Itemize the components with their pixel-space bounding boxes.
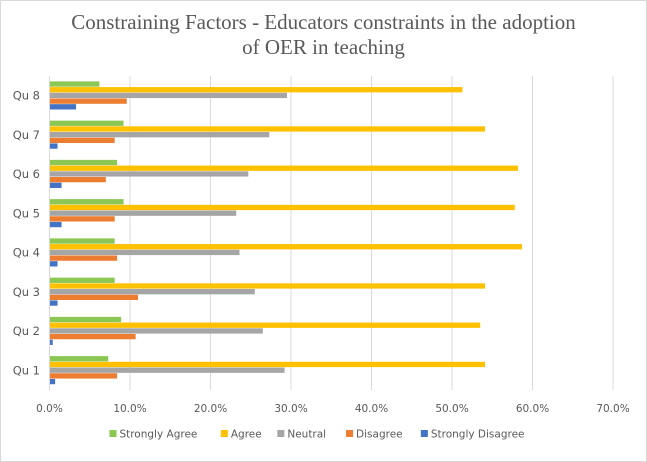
bar-strongly-agree — [49, 199, 124, 205]
bar-neutral — [49, 249, 240, 256]
legend-label: Agree — [231, 429, 262, 441]
x-tick-labels: 0.0% 10.0% 20.0% 30.0% 40.0% 50.0% 60.0% 70.0% — [36, 403, 630, 415]
category-label: Qu 4 — [13, 246, 40, 260]
bar-strongly-agree — [49, 277, 115, 283]
x-tick-label: 0.0% — [36, 403, 63, 415]
bar-agree — [49, 126, 486, 132]
bar-disagree — [49, 98, 127, 104]
bar-strongly-agree — [49, 316, 122, 323]
bar-disagree — [49, 333, 136, 340]
bar-strongly-agree — [49, 81, 100, 87]
bar-disagree — [49, 216, 115, 222]
bar-neutral — [49, 92, 287, 99]
bar-strongly-disagree — [49, 182, 62, 188]
bar-strongly-agree — [49, 356, 109, 362]
category-label: Qu 6 — [13, 167, 40, 181]
bar-agree — [49, 87, 463, 93]
legend-label: Neutral — [287, 429, 326, 441]
legend-item-strongly-agree: Strongly Agree — [109, 429, 197, 441]
x-tick-label: 50.0% — [435, 403, 468, 415]
bar-disagree — [49, 373, 118, 379]
bar-strongly-disagree — [49, 378, 56, 385]
x-tick-label: 70.0% — [596, 403, 629, 415]
legend-label: Strongly Agree — [119, 429, 197, 441]
legend-swatch — [420, 430, 428, 437]
x-tick-label: 60.0% — [516, 403, 549, 415]
category-label: Qu 2 — [13, 324, 40, 338]
bar-strongly-disagree — [49, 221, 62, 228]
legend-label: Strongly Disagree — [431, 429, 525, 441]
legend-item-agree: Agree — [220, 429, 262, 441]
bar-disagree — [49, 255, 118, 261]
bar-strongly-disagree — [49, 300, 58, 306]
legend-swatch — [277, 430, 285, 437]
legend: Strongly Agree Agree Neutral Disagree Strong… — [109, 429, 525, 441]
bar-disagree — [49, 294, 139, 301]
legend-swatch — [220, 430, 228, 437]
bar-strongly-disagree — [49, 261, 58, 267]
legend-item-strongly-disagree: Strongly Disagree — [420, 429, 525, 441]
bar-neutral — [49, 132, 270, 138]
bar-neutral — [49, 210, 237, 216]
category-label: Qu 1 — [13, 363, 40, 377]
bar-agree — [49, 165, 519, 171]
bar-neutral — [49, 289, 255, 295]
bar-strongly-agree — [49, 159, 118, 166]
x-tick-label: 40.0% — [355, 403, 388, 415]
category-labels: Qu 1 Qu 2 Qu 3 Qu 4 Qu 5 Qu 6 Qu 7 Qu 8 — [13, 89, 40, 378]
bar-agree — [49, 244, 523, 250]
chart-title-line-1: Constraining Factors - Educators constra… — [71, 10, 576, 34]
bar-neutral — [49, 367, 285, 373]
bar-agree — [49, 204, 515, 211]
bar-neutral — [49, 171, 249, 177]
bars — [49, 81, 523, 385]
bar-agree — [49, 322, 481, 328]
category-label: Qu 5 — [13, 206, 40, 220]
bar-strongly-agree — [49, 120, 124, 126]
bar-strongly-agree — [49, 238, 115, 244]
chart-title-line-2: of OER in teaching — [242, 35, 405, 59]
chart-title: Constraining Factors - Educators constra… — [0, 10, 647, 60]
legend-swatch — [109, 430, 117, 437]
legend-swatch — [346, 430, 354, 437]
bar-strongly-disagree — [49, 339, 53, 345]
x-tick-label: 10.0% — [113, 403, 146, 415]
category-label: Qu 3 — [13, 285, 40, 299]
bar-strongly-disagree — [49, 143, 58, 149]
gridlines — [129, 76, 614, 390]
legend-item-disagree: Disagree — [346, 429, 403, 441]
bar-strongly-disagree — [49, 104, 77, 110]
bar-neutral — [49, 328, 263, 334]
x-tick-label: 20.0% — [194, 403, 227, 415]
legend-item-neutral: Neutral — [277, 429, 326, 441]
category-label: Qu 7 — [13, 128, 40, 142]
bar-disagree — [49, 137, 115, 144]
bar-agree — [49, 283, 486, 289]
category-label: Qu 8 — [13, 89, 40, 103]
x-tick-label: 30.0% — [274, 403, 307, 415]
bar-disagree — [49, 176, 106, 183]
bar-agree — [49, 361, 486, 368]
legend-label: Disagree — [356, 429, 403, 441]
